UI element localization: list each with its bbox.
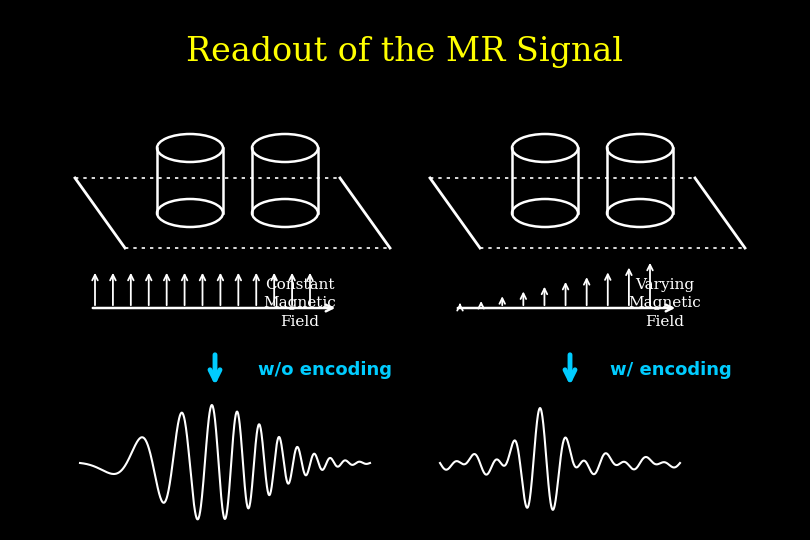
Text: w/o encoding: w/o encoding	[258, 361, 392, 379]
Text: Constant
Magnetic
Field: Constant Magnetic Field	[263, 278, 336, 329]
Text: w/ encoding: w/ encoding	[610, 361, 731, 379]
Text: Readout of the MR Signal: Readout of the MR Signal	[186, 36, 624, 68]
Text: Varying
Magnetic
Field: Varying Magnetic Field	[629, 278, 701, 329]
